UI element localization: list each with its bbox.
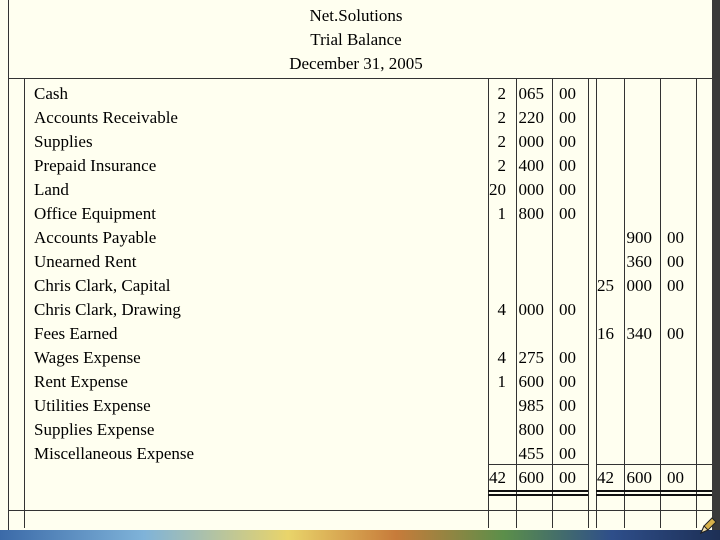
credit-amount: 340: [626, 324, 653, 343]
credit-amount: 000: [626, 276, 653, 295]
grid-vline: [660, 78, 661, 528]
account-name: Wages Expense: [34, 348, 141, 367]
debit-amount: 4: [497, 348, 507, 367]
credit-amount: 00: [667, 276, 684, 295]
debit-amount: 4: [497, 300, 507, 319]
debit-amount: 00: [559, 396, 576, 415]
debit-amount: 800: [518, 204, 545, 223]
account-name: Rent Expense: [34, 372, 128, 391]
account-name: Chris Clark, Drawing: [34, 300, 181, 319]
account-name: Prepaid Insurance: [34, 156, 157, 175]
account-name: Accounts Payable: [34, 228, 157, 247]
grid-vline: [588, 78, 589, 528]
sum-rule: [488, 464, 588, 465]
credit-amount: 00: [667, 324, 684, 343]
header-rule: [8, 78, 712, 79]
account-name: Supplies: [34, 132, 93, 151]
debit-amount: 800: [518, 420, 545, 439]
debit-amount: 000: [518, 132, 545, 151]
grid-vline: [596, 78, 597, 528]
debit-amount: 00: [559, 420, 576, 439]
debit-amount: 00: [559, 204, 576, 223]
total-double-rule: [488, 494, 588, 496]
grid-vline: [624, 78, 625, 528]
debit-amount: 00: [559, 108, 576, 127]
debit-amount: 600: [518, 372, 545, 391]
report-date: December 31, 2005: [289, 54, 423, 73]
report-header: Net.Solutions Trial Balance December 31,…: [0, 0, 712, 76]
credit-amount: 00: [667, 228, 684, 247]
debit-amount: 985: [518, 396, 545, 415]
debit-amount: 455: [518, 444, 545, 463]
debit-amount: 1: [497, 204, 507, 223]
debit-amount: 00: [559, 300, 576, 319]
debit-amount: 2: [497, 108, 507, 127]
debit-amount: 2: [497, 84, 507, 103]
account-name: Fees Earned: [34, 324, 118, 343]
account-name: Chris Clark, Capital: [34, 276, 171, 295]
grid-vline: [696, 78, 697, 528]
debit-amount: 065: [518, 84, 545, 103]
account-name: Land: [34, 180, 69, 199]
account-name: Utilities Expense: [34, 396, 151, 415]
credit-amount: 360: [626, 252, 653, 271]
credit-total: 42: [597, 468, 614, 487]
debit-amount: 20: [489, 180, 506, 199]
debit-amount: 00: [559, 180, 576, 199]
grid-vline: [488, 78, 489, 528]
frame-bottom-border: [0, 530, 720, 540]
debit-amount: 000: [518, 180, 545, 199]
credit-total: 600: [626, 468, 653, 487]
frame-right-border: [712, 0, 720, 540]
debit-amount: 00: [559, 156, 576, 175]
sum-rule: [596, 464, 712, 465]
debit-amount: 00: [559, 444, 576, 463]
account-name: Accounts Receivable: [34, 108, 178, 127]
account-name: Cash: [34, 84, 68, 103]
debit-amount: 2: [497, 132, 507, 151]
credit-amount: 25: [597, 276, 614, 295]
debit-total: 42: [489, 468, 506, 487]
debit-amount: 00: [559, 372, 576, 391]
bottom-rule: [8, 510, 712, 511]
debit-amount: 1: [497, 372, 507, 391]
pencil-icon: [700, 517, 717, 534]
debit-amount: 00: [559, 348, 576, 367]
credit-amount: 900: [626, 228, 653, 247]
account-name: Supplies Expense: [34, 420, 155, 439]
debit-total: 600: [518, 468, 545, 487]
account-name: Miscellaneous Expense: [34, 444, 195, 463]
grid-vline: [552, 78, 553, 528]
debit-total: 00: [559, 468, 576, 487]
credit-total: 00: [667, 468, 684, 487]
report-title: Trial Balance: [310, 30, 402, 49]
debit-amount: 275: [518, 348, 545, 367]
account-name: Office Equipment: [34, 204, 156, 223]
total-double-rule: [596, 494, 712, 496]
credit-amount: 16: [597, 324, 614, 343]
grid-vline: [8, 0, 9, 530]
total-double-rule: [488, 490, 588, 492]
debit-amount: 00: [559, 84, 576, 103]
debit-amount: 220: [518, 108, 545, 127]
trial-balance-sheet: Net.Solutions Trial Balance December 31,…: [0, 0, 713, 530]
credit-amount: 00: [667, 252, 684, 271]
debit-amount: 00: [559, 132, 576, 151]
account-name: Unearned Rent: [34, 252, 137, 271]
grid-vline: [24, 78, 25, 528]
debit-amount: 400: [518, 156, 545, 175]
total-double-rule: [596, 490, 712, 492]
debit-amount: 2: [497, 156, 507, 175]
company-name: Net.Solutions: [309, 6, 403, 25]
debit-amount: 000: [518, 300, 545, 319]
grid-vline: [516, 78, 517, 528]
